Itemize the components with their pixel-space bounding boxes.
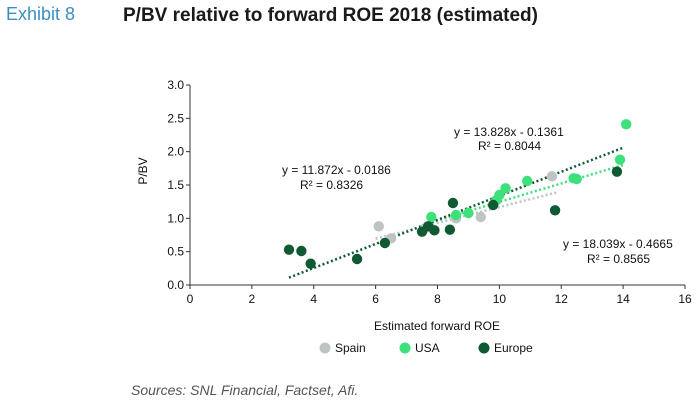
usa-point <box>450 209 462 221</box>
europe-point <box>429 225 440 236</box>
usa-point <box>614 154 626 165</box>
usa-point <box>463 207 474 219</box>
europe-point <box>549 205 561 216</box>
x-tick-label: 2 <box>249 292 256 306</box>
chart-title: P/BV relative to forward ROE 2018 (estim… <box>123 5 538 26</box>
europe-r2: R² = 0.8565 <box>587 252 650 266</box>
exhibit-label: Exhibit 8 <box>6 4 76 24</box>
usa-equation: y = 13.828x - 0.1361 <box>454 125 564 139</box>
y-axis-label: P/BV <box>136 157 150 184</box>
usa-point <box>500 183 511 194</box>
x-tick-label: 6 <box>372 292 379 306</box>
europe-point <box>305 258 316 269</box>
x-tick-label: 12 <box>555 292 569 306</box>
europe-point <box>447 197 459 209</box>
x-tick-label: 16 <box>678 292 692 306</box>
annotations: y = 13.828x - 0.1361 R² = 0.8044 y = 11.… <box>282 125 673 266</box>
y-tick-label: 1.5 <box>167 178 184 192</box>
x-tick-label: 4 <box>310 292 317 306</box>
data-points <box>283 119 632 269</box>
europe-trendline <box>288 146 624 279</box>
legend-marker-usa <box>399 342 411 354</box>
x-axis-label: Estimated forward ROE <box>374 319 500 333</box>
europe-point <box>296 245 307 257</box>
spain-point <box>373 221 384 232</box>
scatter-chart: 0 2 4 6 8 10 12 14 16 0.0 0.5 1.0 1.5 2.0 2.5 3.0 y = 1… <box>136 78 692 355</box>
europe-point <box>351 253 363 265</box>
legend: Spain USA Europe <box>319 341 533 355</box>
x-tick-label: 14 <box>616 292 630 306</box>
y-tick-label: 2.5 <box>167 111 184 125</box>
usa-r2: R² = 0.8044 <box>478 139 541 153</box>
europe-point <box>611 166 623 177</box>
europe-equation: y = 18.039x - 0.4665 <box>563 237 673 251</box>
y-tick-label: 0.5 <box>167 245 184 259</box>
legend-label-usa: USA <box>415 341 440 355</box>
x-tick-label: 0 <box>187 292 194 306</box>
y-tick-label: 2.0 <box>167 145 184 159</box>
europe-point <box>379 237 391 249</box>
legend-label-europe: Europe <box>494 341 533 355</box>
usa-point <box>571 173 582 185</box>
spain-r2: R² = 0.8326 <box>300 178 363 192</box>
y-tick-label: 0.0 <box>167 278 184 292</box>
europe-point <box>487 199 499 211</box>
axes: 0 2 4 6 8 10 12 14 16 0.0 0.5 1.0 1.5 2.0 2.5 3.0 <box>167 78 692 306</box>
spain-equation: y = 11.872x - 0.0186 <box>282 163 391 177</box>
spain-point <box>475 211 487 223</box>
source-note: Sources: SNL Financial, Factset, Afi. <box>131 382 359 398</box>
usa-point <box>494 189 505 201</box>
y-tick-label: 3.0 <box>167 78 184 92</box>
legend-label-spain: Spain <box>335 341 366 355</box>
legend-marker-europe <box>478 342 490 354</box>
legend-marker-spain <box>319 342 331 354</box>
usa-point <box>522 175 533 187</box>
y-tick-label: 1.0 <box>167 211 184 225</box>
x-tick-label: 8 <box>434 292 441 306</box>
europe-point <box>444 224 456 235</box>
usa-point <box>621 119 632 130</box>
x-tick-label: 10 <box>493 292 507 306</box>
usa-point <box>426 211 437 223</box>
europe-point <box>283 244 295 255</box>
spain-point <box>546 171 558 182</box>
